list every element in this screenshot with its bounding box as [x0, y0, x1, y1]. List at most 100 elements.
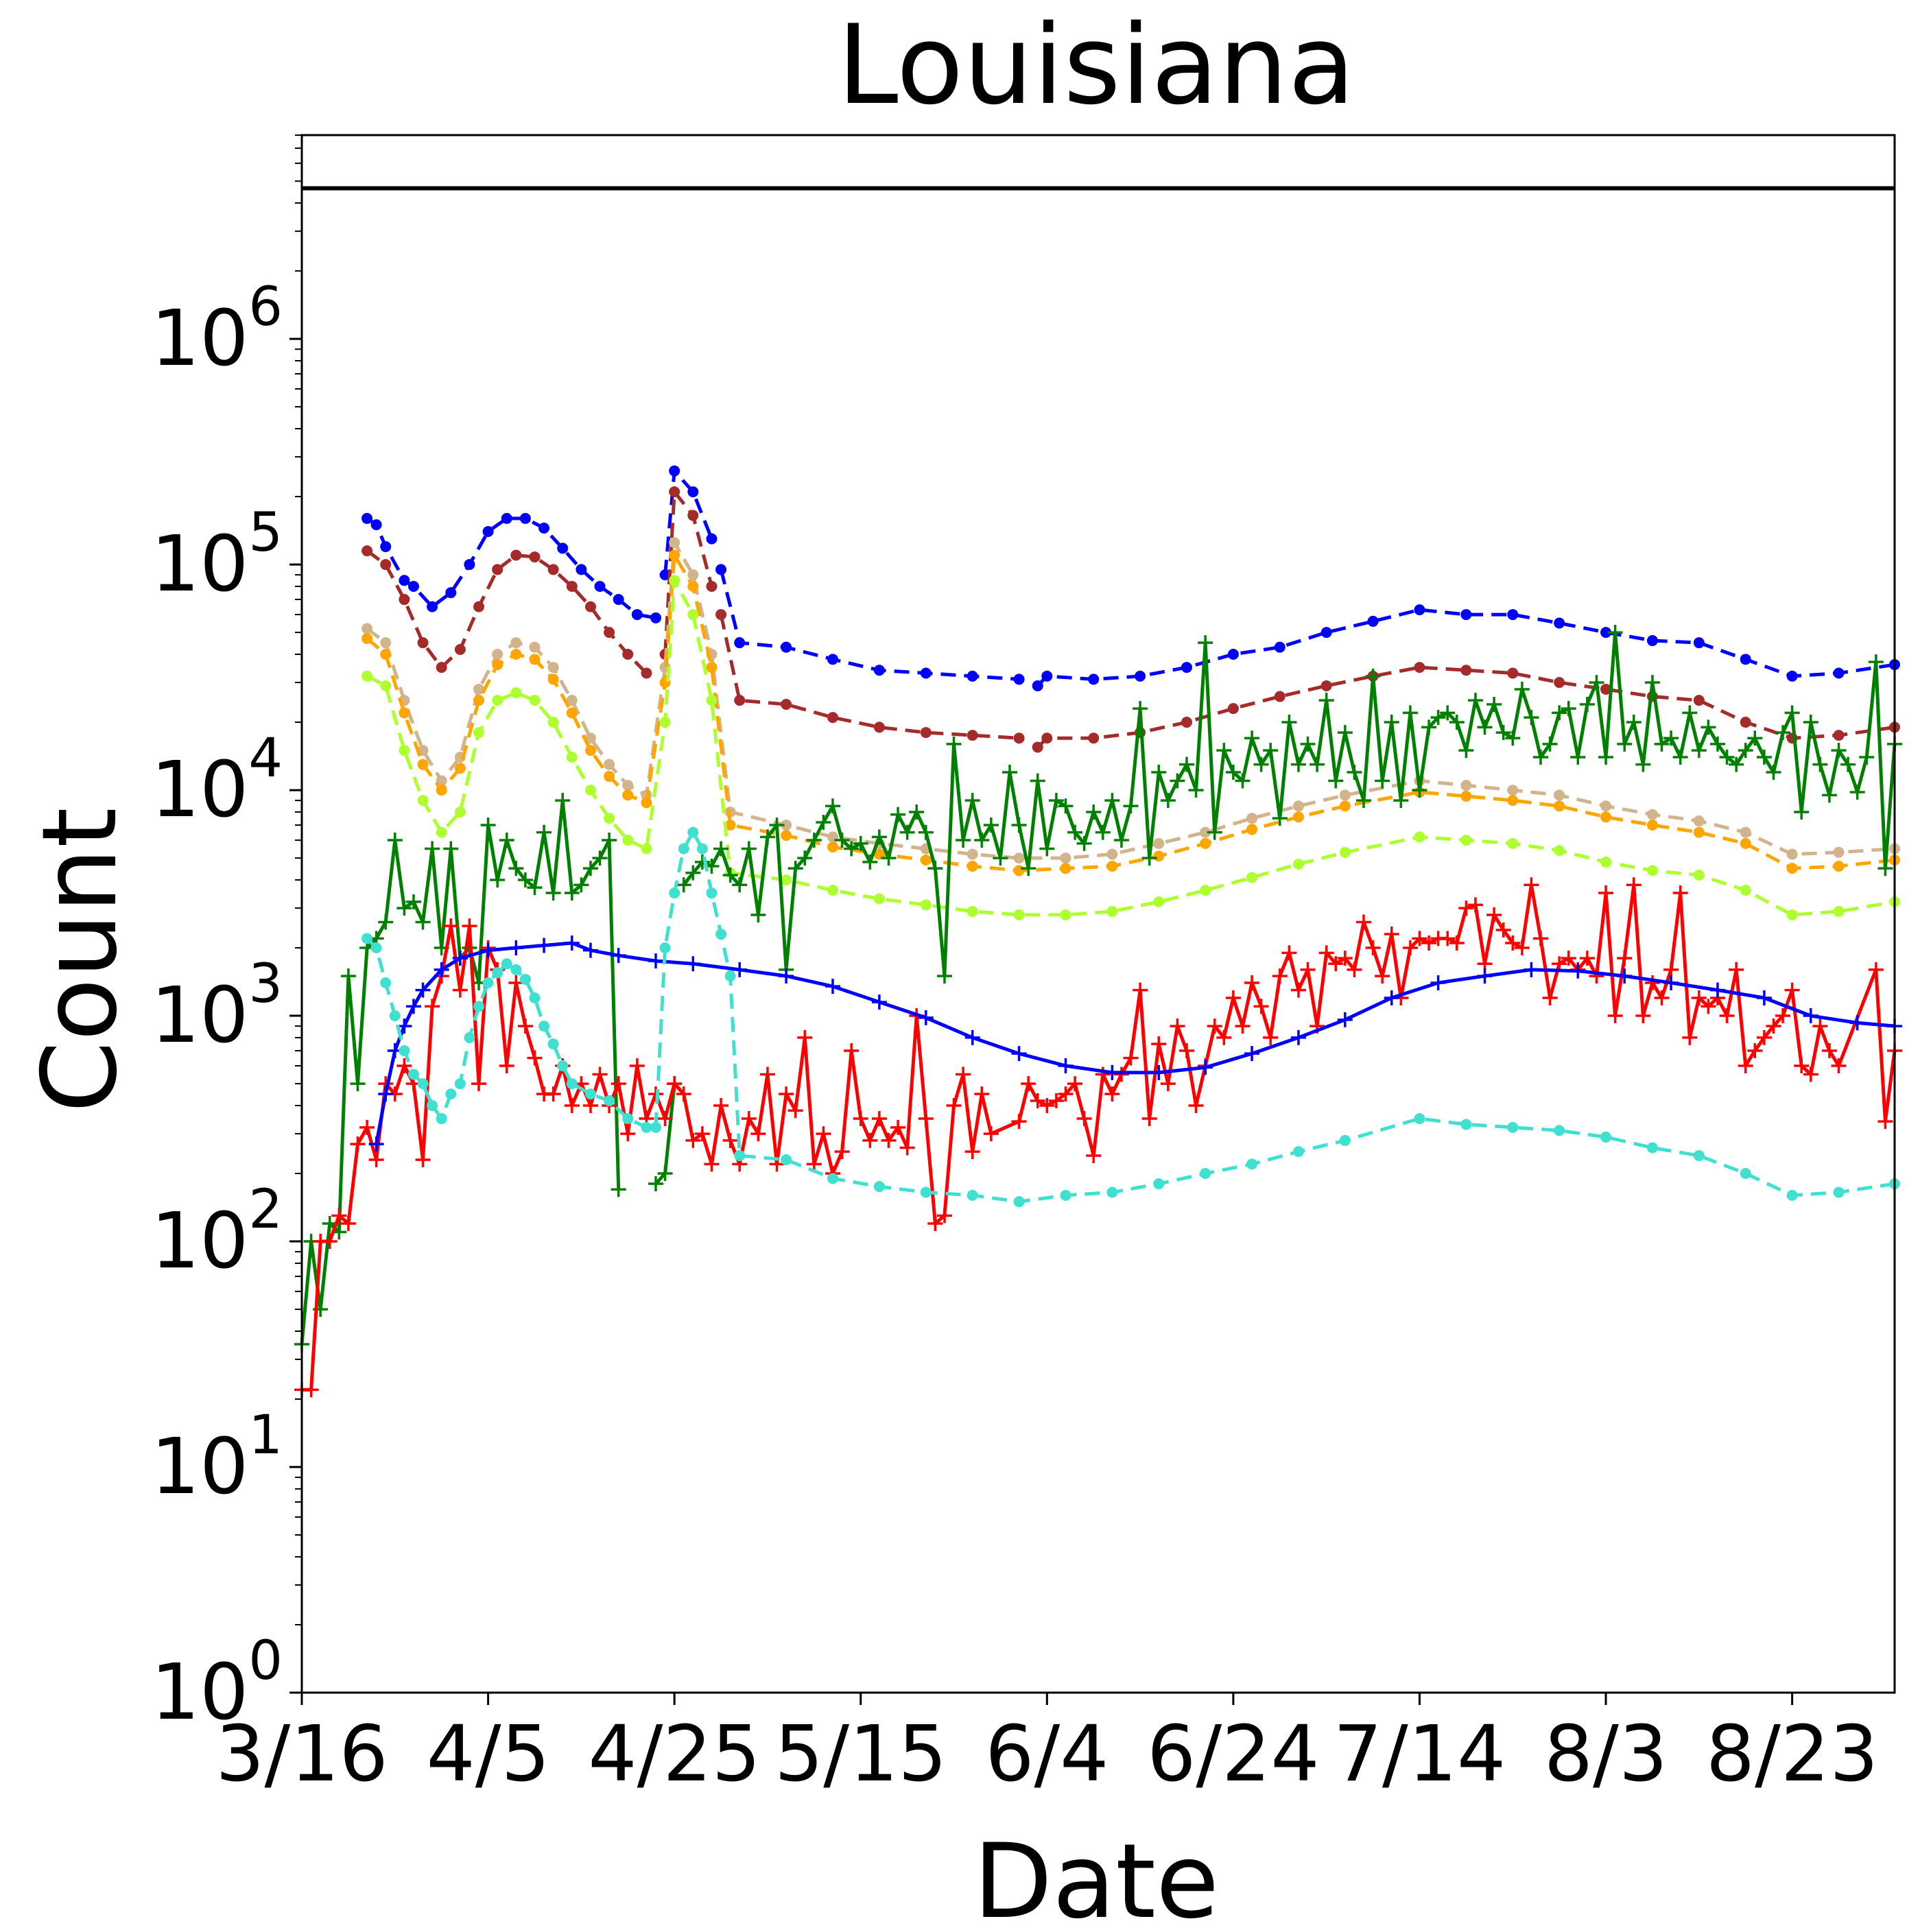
data-point [452, 951, 468, 966]
data-point [1682, 1029, 1698, 1045]
data-point [946, 736, 962, 752]
series-line [366, 578, 1895, 917]
data-point [1060, 1189, 1071, 1201]
data-point [1253, 756, 1269, 772]
data-point [443, 841, 459, 857]
data-point [445, 587, 457, 599]
data-point [1339, 1134, 1351, 1146]
data-point [1274, 641, 1285, 653]
data-point [1505, 730, 1521, 746]
data-point [687, 580, 699, 592]
data-point [956, 1066, 971, 1082]
data-point [1598, 749, 1614, 765]
data-point [370, 942, 382, 954]
data-point [1235, 1018, 1251, 1034]
data-point [407, 1069, 419, 1080]
data-point [1198, 1060, 1213, 1075]
data-point [492, 659, 503, 671]
data-point [827, 654, 838, 665]
data-point [1786, 848, 1798, 860]
data-point [1320, 627, 1332, 639]
data-point [1672, 885, 1688, 901]
data-point [741, 1111, 757, 1127]
data-point [1693, 695, 1705, 706]
data-point [1440, 705, 1456, 721]
data-point [1700, 999, 1716, 1014]
data-point [415, 1152, 431, 1168]
data-point [566, 707, 578, 719]
data-point [322, 1234, 337, 1250]
data-point [1048, 793, 1064, 809]
data-point [890, 807, 906, 822]
data-point [1030, 1093, 1045, 1108]
data-point [1058, 798, 1074, 814]
data-point [974, 1086, 990, 1102]
data-point [1821, 787, 1837, 803]
data-point [368, 1152, 384, 1168]
data-point [920, 1186, 932, 1198]
data-point [1244, 975, 1260, 990]
data-point [368, 1136, 384, 1152]
data-point [380, 637, 392, 649]
data-point [471, 1076, 486, 1092]
data-point [620, 1126, 636, 1142]
data-point [1570, 749, 1586, 765]
data-point [1076, 835, 1092, 851]
data-point [1246, 813, 1258, 824]
data-point [706, 662, 718, 673]
data-point [1589, 675, 1604, 691]
data-point [669, 549, 680, 561]
data-point [1600, 627, 1612, 639]
y-tick-label: 104 [151, 728, 283, 835]
data-point [687, 609, 699, 621]
data-point [1002, 765, 1017, 780]
data-point [454, 1078, 466, 1090]
data-point [713, 1097, 729, 1113]
series-line [302, 883, 1897, 1392]
series-line [375, 941, 1895, 1145]
data-point [1617, 951, 1633, 966]
data-point [405, 999, 421, 1014]
data-point [1060, 909, 1071, 920]
data-point [918, 824, 934, 840]
data-point [545, 1086, 561, 1102]
data-point [399, 707, 410, 719]
data-point [564, 1097, 580, 1113]
data-point [1507, 785, 1519, 796]
data-point [604, 1095, 615, 1106]
data-point [1412, 783, 1427, 798]
y-tick-label: 106 [151, 276, 283, 383]
data-point [1246, 1158, 1258, 1170]
data-point [1693, 637, 1705, 649]
data-point [993, 850, 1008, 866]
data-point [454, 763, 466, 774]
data-point [454, 806, 466, 818]
x-axis-label: Date [973, 1822, 1220, 1932]
data-point [1672, 749, 1688, 765]
data-point [787, 861, 803, 876]
data-point [622, 1113, 634, 1125]
data-point [519, 512, 531, 524]
data-point [1013, 673, 1025, 685]
data-point [797, 850, 813, 866]
data-point [1505, 935, 1521, 951]
x-tick-label: 8/23 [1706, 1710, 1879, 1799]
data-point [1013, 732, 1025, 744]
data-point [1524, 877, 1539, 893]
data-point [759, 829, 775, 845]
data-point [732, 962, 748, 977]
data-point [1151, 1064, 1167, 1080]
data-point [1430, 975, 1446, 990]
x-tick-label: 8/3 [1544, 1710, 1668, 1799]
series-line [654, 831, 1895, 1204]
data-point [1533, 931, 1548, 946]
series-2 [362, 537, 1900, 864]
data-point [1060, 863, 1071, 874]
data-point [490, 872, 506, 887]
data-point [1467, 693, 1483, 708]
data-point [1693, 826, 1705, 838]
series-line [366, 553, 1895, 872]
data-point [1179, 1043, 1194, 1059]
data-point [706, 533, 718, 545]
data-point [1181, 717, 1192, 728]
